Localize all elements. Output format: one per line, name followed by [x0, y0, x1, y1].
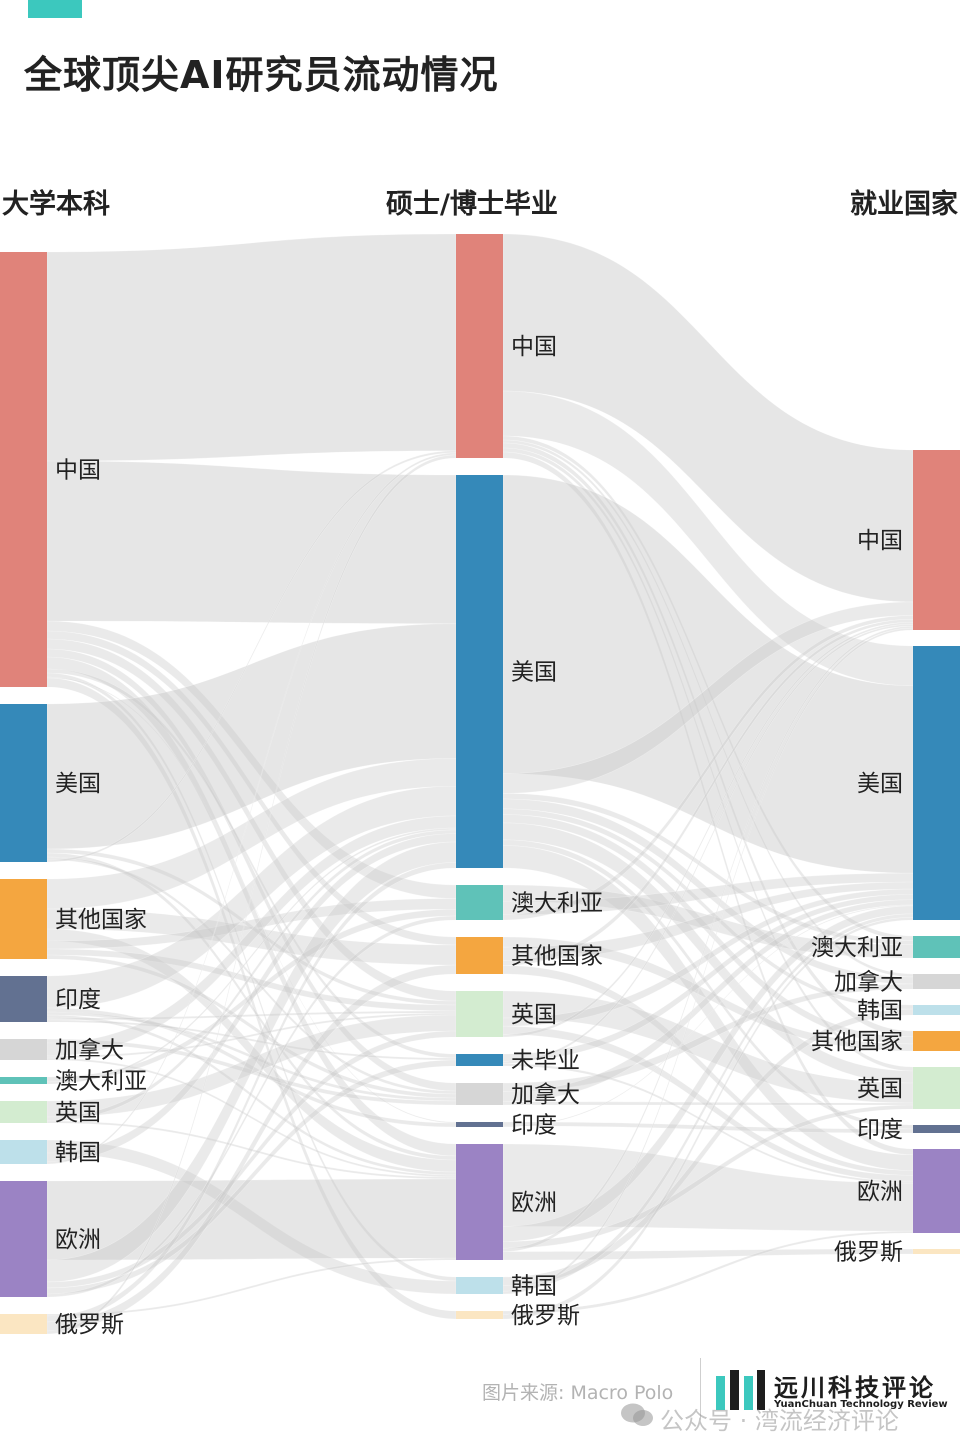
node-label-u-in: 印度	[55, 987, 101, 1013]
node-label-j-ca: 加拿大	[834, 969, 903, 996]
column-header-graduate: 硕士/博士毕业	[386, 189, 558, 220]
node-u-us	[0, 704, 47, 862]
node-u-cn	[0, 252, 47, 687]
node-label-u-kr: 韩国	[55, 1140, 101, 1166]
page-title: 全球顶尖AI研究员流动情况	[24, 53, 499, 97]
column-header-employment: 就业国家	[850, 189, 958, 220]
node-g-in	[456, 1122, 503, 1127]
node-label-u-us: 美国	[55, 771, 101, 797]
node-g-uk	[456, 991, 503, 1037]
node-j-cn	[913, 450, 960, 630]
node-j-us	[913, 646, 960, 920]
node-g-ca	[456, 1083, 503, 1105]
node-label-u-au: 澳大利亚	[55, 1069, 147, 1095]
node-j-ca	[913, 974, 960, 989]
node-g-eu	[456, 1144, 503, 1260]
node-label-j-ru: 俄罗斯	[834, 1240, 903, 1266]
node-label-u-uk: 英国	[55, 1100, 101, 1126]
yuanchuan-logo-icon	[716, 1370, 765, 1410]
node-label-u-eu: 欧洲	[55, 1227, 101, 1253]
node-u-in	[0, 976, 47, 1022]
node-label-j-in: 印度	[857, 1117, 903, 1143]
node-j-ru	[913, 1249, 960, 1254]
node-g-au	[456, 885, 503, 920]
node-u-au	[0, 1077, 47, 1084]
node-label-j-uk: 英国	[857, 1076, 903, 1102]
node-g-us	[456, 475, 503, 868]
column-header-undergrad: 大学本科	[2, 189, 110, 220]
node-g-cn	[456, 234, 503, 458]
node-g-ot	[456, 937, 503, 974]
node-label-g-us: 美国	[511, 660, 557, 686]
node-u-ca	[0, 1039, 47, 1060]
node-label-j-eu: 欧洲	[857, 1179, 903, 1205]
node-j-kr	[913, 1005, 960, 1015]
node-u-ot	[0, 879, 47, 959]
logo-name: 远川科技评论	[774, 1374, 936, 1402]
node-g-ng	[456, 1054, 503, 1066]
node-g-kr	[456, 1277, 503, 1294]
node-label-u-ru: 俄罗斯	[55, 1312, 124, 1338]
node-j-ot	[913, 1031, 960, 1051]
footer-divider	[700, 1358, 701, 1418]
node-label-j-ot: 其他国家	[811, 1029, 903, 1055]
node-u-uk	[0, 1101, 47, 1123]
logo-subtitle: YuanChuan Technology Review	[774, 1399, 948, 1410]
image-source: 图片来源: Macro Polo	[482, 1382, 674, 1404]
node-j-in	[913, 1125, 960, 1133]
node-label-g-ca: 加拿大	[511, 1081, 580, 1108]
node-u-kr	[0, 1140, 47, 1164]
node-j-uk	[913, 1067, 960, 1109]
flow-g-au-to-j-us	[502, 872, 914, 915]
flow-u-cn-to-g-au	[46, 620, 457, 899]
node-label-g-ru: 俄罗斯	[511, 1303, 580, 1329]
node-label-g-eu: 欧洲	[511, 1190, 557, 1216]
node-u-eu	[0, 1181, 47, 1297]
node-label-u-ca: 加拿大	[55, 1037, 124, 1064]
flow-u-cn-to-g-cn	[46, 233, 457, 462]
node-label-g-kr: 韩国	[511, 1274, 557, 1300]
node-label-j-cn: 中国	[857, 528, 903, 554]
node-label-u-ot: 其他国家	[55, 907, 147, 933]
flow-layer	[46, 233, 914, 1335]
node-j-au	[913, 936, 960, 958]
node-j-eu	[913, 1149, 960, 1233]
wechat-icon	[621, 1403, 653, 1426]
watermark: 公众号 · 湾流经济评论	[660, 1407, 899, 1435]
node-label-j-us: 美国	[857, 771, 903, 797]
accent-bar	[28, 0, 82, 18]
node-g-ru	[456, 1311, 503, 1319]
node-label-j-au: 澳大利亚	[811, 935, 903, 961]
flow-u-kr-to-g-us	[46, 833, 457, 1163]
node-label-j-kr: 韩国	[857, 998, 903, 1024]
node-label-g-cn: 中国	[511, 334, 557, 360]
node-label-g-ot: 其他国家	[511, 944, 603, 970]
node-label-u-cn: 中国	[55, 458, 101, 484]
node-label-g-ng: 未毕业	[511, 1048, 580, 1074]
node-label-g-uk: 英国	[511, 1002, 557, 1028]
node-u-ru	[0, 1314, 47, 1334]
node-label-g-in: 印度	[511, 1113, 557, 1139]
node-label-g-au: 澳大利亚	[511, 891, 603, 917]
